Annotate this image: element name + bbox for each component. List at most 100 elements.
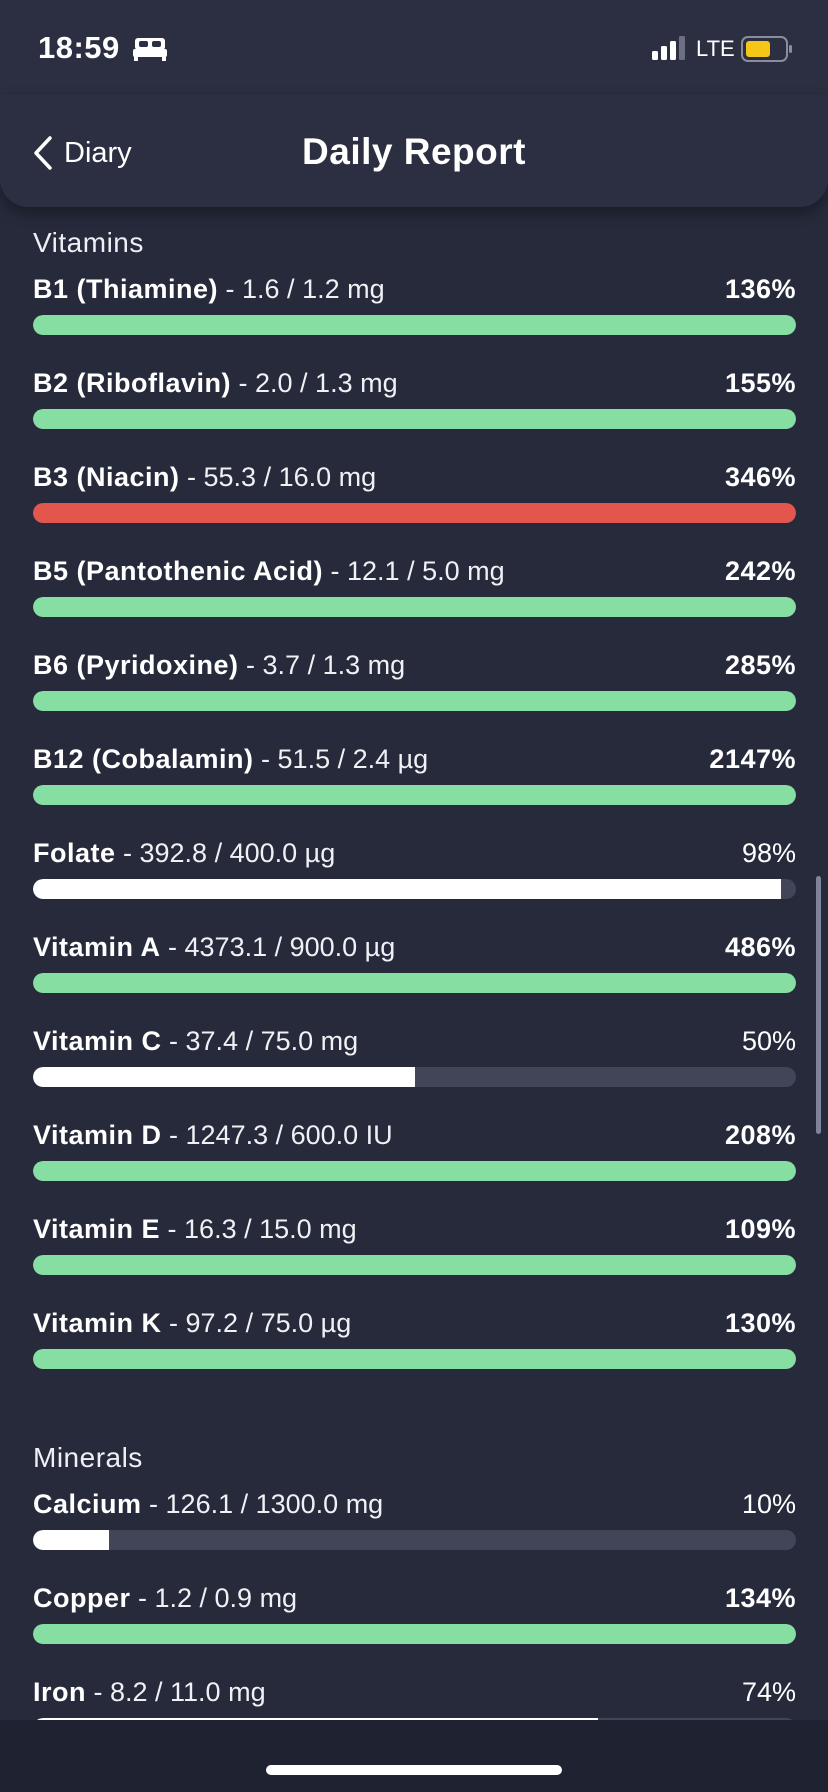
- nutrient-amount: - 3.7 / 1.3 mg: [238, 650, 406, 680]
- progress-bar: [33, 597, 796, 617]
- nutrient-amount: - 1.6 / 1.2 mg: [218, 274, 385, 304]
- nutrient-label: Vitamin D - 1247.3 / 600.0 IU: [33, 1120, 796, 1156]
- nutrient-label: Vitamin C - 37.4 / 75.0 mg: [33, 1026, 796, 1062]
- progress-bar-fill: [33, 315, 796, 335]
- nutrient-row[interactable]: B5 (Pantothenic Acid) - 12.1 / 5.0 mg 242…: [33, 556, 796, 622]
- nutrient-row[interactable]: Calcium - 126.1 / 1300.0 mg 10%: [33, 1489, 796, 1555]
- nutrient-label: Vitamin K - 97.2 / 75.0 µg: [33, 1308, 796, 1344]
- nutrient-percent: 130%: [724, 1308, 796, 1338]
- nutrient-row[interactable]: Folate - 392.8 / 400.0 µg 98%: [33, 838, 796, 904]
- nutrient-name: B6 (Pyridoxine): [33, 650, 239, 680]
- nutrient-amount: - 55.3 / 16.0 mg: [179, 462, 377, 492]
- battery-icon: [741, 36, 792, 62]
- status-time: 18:59: [38, 30, 120, 65]
- progress-bar-fill: [33, 409, 796, 429]
- nutrient-label: Folate - 392.8 / 400.0 µg: [33, 838, 796, 874]
- nav-bar: Diary Daily Report: [0, 95, 828, 207]
- nutrient-name: B2 (Riboflavin): [33, 368, 232, 398]
- nutrient-name: Vitamin C: [33, 1026, 162, 1056]
- progress-bar: [33, 785, 796, 805]
- nutrient-name: Iron: [33, 1677, 86, 1707]
- signal-icon: [652, 36, 685, 60]
- nutrient-name: Calcium: [33, 1489, 142, 1519]
- progress-bar: [33, 1718, 796, 1720]
- nutrient-amount: - 2.0 / 1.3 mg: [231, 368, 398, 398]
- nutrient-percent: 486%: [724, 932, 796, 962]
- progress-bar: [33, 1349, 796, 1369]
- nutrient-label: Iron - 8.2 / 11.0 mg: [33, 1677, 796, 1713]
- nutrient-percent: 155%: [724, 368, 796, 398]
- nutrient-label: Vitamin A - 4373.1 / 900.0 µg: [33, 932, 796, 968]
- status-bar: 18:59 LTE: [0, 0, 828, 95]
- nutrient-percent: 242%: [724, 556, 796, 586]
- nutrient-label: Calcium - 126.1 / 1300.0 mg: [33, 1489, 796, 1525]
- nutrient-percent: 346%: [724, 462, 796, 492]
- page-title: Daily Report: [302, 131, 526, 172]
- progress-bar-fill: [33, 1530, 110, 1550]
- progress-bar-fill: [33, 1067, 415, 1087]
- nutrient-amount: - 51.5 / 2.4 µg: [253, 744, 429, 774]
- nutrient-amount: - 97.2 / 75.0 µg: [161, 1308, 352, 1338]
- nutrient-percent: 285%: [724, 650, 796, 680]
- nutrient-row[interactable]: Vitamin C - 37.4 / 75.0 mg 50%: [33, 1026, 796, 1092]
- nutrient-percent: 109%: [724, 1214, 796, 1244]
- back-button-label: Diary: [64, 136, 132, 169]
- nutrient-row[interactable]: B6 (Pyridoxine) - 3.7 / 1.3 mg 285%: [33, 650, 796, 716]
- progress-bar: [33, 973, 796, 993]
- nutrient-label: B3 (Niacin) - 55.3 / 16.0 mg: [33, 462, 796, 498]
- nutrient-row[interactable]: Iron - 8.2 / 11.0 mg 74%: [33, 1677, 796, 1720]
- report-content[interactable]: Vitamins B1 (Thiamine) - 1.6 / 1.2 mg 136%…: [0, 207, 828, 1720]
- chevron-left-icon: [34, 136, 52, 170]
- back-button[interactable]: Diary: [32, 131, 132, 175]
- section-title-minerals: Minerals: [33, 1442, 143, 1473]
- progress-bar: [33, 1161, 796, 1181]
- progress-bar-fill: [33, 1255, 796, 1275]
- nutrient-amount: - 392.8 / 400.0 µg: [115, 838, 336, 868]
- nutrient-label: Copper - 1.2 / 0.9 mg: [33, 1583, 796, 1619]
- progress-bar-fill: [33, 879, 781, 899]
- progress-bar: [33, 503, 796, 523]
- nutrient-amount: - 12.1 / 5.0 mg: [323, 556, 505, 586]
- nutrient-percent: 50%: [741, 1026, 796, 1056]
- nutrient-name: Vitamin A: [33, 932, 161, 962]
- nutrient-amount: - 8.2 / 11.0 mg: [86, 1677, 266, 1707]
- scrollbar[interactable]: [816, 876, 821, 1134]
- nutrient-percent: 208%: [724, 1120, 796, 1150]
- nutrient-name: B3 (Niacin): [33, 462, 180, 492]
- nutrient-name: Vitamin K: [33, 1308, 162, 1338]
- home-indicator[interactable]: [266, 1765, 562, 1775]
- progress-bar-fill: [33, 1161, 796, 1181]
- nutrient-percent: 10%: [741, 1489, 796, 1519]
- nutrient-row[interactable]: B3 (Niacin) - 55.3 / 16.0 mg 346%: [33, 462, 796, 528]
- nutrient-name: B1 (Thiamine): [33, 274, 219, 304]
- nutrient-percent: 2147%: [709, 744, 796, 774]
- nutrient-row[interactable]: Copper - 1.2 / 0.9 mg 134%: [33, 1583, 796, 1649]
- progress-bar: [33, 1255, 796, 1275]
- progress-bar-fill: [33, 503, 796, 523]
- section-title-vitamins: Vitamins: [33, 227, 144, 258]
- progress-bar-fill: [33, 973, 796, 993]
- nutrient-row[interactable]: Vitamin A - 4373.1 / 900.0 µg 486%: [33, 932, 796, 998]
- nutrient-label: B12 (Cobalamin) - 51.5 / 2.4 µg: [33, 744, 796, 780]
- progress-bar-fill: [33, 691, 796, 711]
- nutrient-label: B2 (Riboflavin) - 2.0 / 1.3 mg: [33, 368, 796, 404]
- progress-bar-fill: [33, 785, 796, 805]
- nutrient-amount: - 126.1 / 1300.0 mg: [141, 1489, 384, 1519]
- progress-bar: [33, 691, 796, 711]
- nutrient-percent: 74%: [741, 1677, 796, 1707]
- nutrient-row[interactable]: Vitamin K - 97.2 / 75.0 µg 130%: [33, 1308, 796, 1374]
- nutrient-label: B1 (Thiamine) - 1.6 / 1.2 mg: [33, 274, 796, 310]
- nutrient-name: Copper: [33, 1583, 131, 1613]
- nutrient-row[interactable]: B1 (Thiamine) - 1.6 / 1.2 mg 136%: [33, 274, 796, 340]
- nutrient-row[interactable]: B12 (Cobalamin) - 51.5 / 2.4 µg 2147%: [33, 744, 796, 810]
- nutrient-name: Folate: [33, 838, 116, 868]
- network-type: LTE: [696, 36, 735, 61]
- nutrient-percent: 136%: [724, 274, 796, 304]
- nutrient-row[interactable]: B2 (Riboflavin) - 2.0 / 1.3 mg 155%: [33, 368, 796, 434]
- nutrient-row[interactable]: Vitamin E - 16.3 / 15.0 mg 109%: [33, 1214, 796, 1280]
- nutrient-percent: 134%: [724, 1583, 796, 1613]
- nutrient-row[interactable]: Vitamin D - 1247.3 / 600.0 IU 208%: [33, 1120, 796, 1186]
- progress-bar-fill: [33, 1349, 796, 1369]
- progress-bar-fill: [33, 597, 796, 617]
- progress-bar: [33, 1530, 796, 1550]
